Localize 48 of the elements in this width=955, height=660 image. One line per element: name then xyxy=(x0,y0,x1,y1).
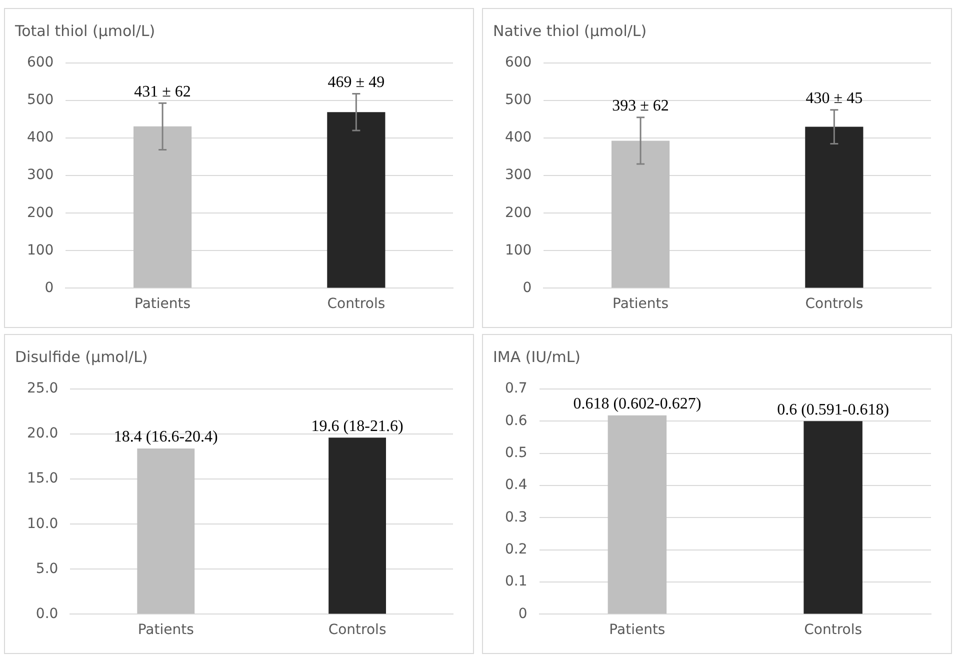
y-tick-label: 25.0 xyxy=(27,380,58,397)
data-label: 19.6 (18-21.6) xyxy=(311,418,404,435)
chart-title: IMA (IU/mL) xyxy=(493,348,581,366)
x-tick-label: Patients xyxy=(138,622,194,638)
data-label: 430 ± 45 xyxy=(806,90,863,108)
y-tick-label: 20.0 xyxy=(27,426,58,442)
y-tick-label: 15.0 xyxy=(27,470,58,487)
y-tick-label: 0.0 xyxy=(36,606,58,622)
y-tick-label: 0.3 xyxy=(505,509,528,526)
y-tick-label: 500 xyxy=(504,92,532,108)
data-label: 0.6 (0.591-0.618) xyxy=(777,401,890,418)
y-tick-label: 0 xyxy=(44,280,54,296)
y-tick-label: 10.0 xyxy=(27,516,58,532)
y-tick-label: 600 xyxy=(26,54,54,71)
x-tick-label: Controls xyxy=(804,622,862,638)
data-label: 0.618 (0.602-0.627) xyxy=(573,396,702,413)
chart-title: Total thiol (µmol/L) xyxy=(14,22,156,40)
y-tick-label: 500 xyxy=(26,92,54,108)
x-tick-label: Controls xyxy=(327,296,386,312)
y-tick-label: 0.4 xyxy=(505,477,528,494)
data-label: 393 ± 62 xyxy=(612,98,669,115)
y-tick-label: 5.0 xyxy=(36,560,58,577)
y-tick-label: 300 xyxy=(504,167,532,184)
data-label: 431 ± 62 xyxy=(134,83,191,100)
y-tick-label: 0.5 xyxy=(505,444,528,461)
x-tick-label: Patients xyxy=(609,622,666,638)
y-tick-label: 0.1 xyxy=(505,574,528,590)
y-tick-label: 0.7 xyxy=(505,380,528,397)
chart-title: Native thiol (µmol/L) xyxy=(493,22,647,40)
y-tick-label: 200 xyxy=(504,204,532,221)
y-tick-label: 300 xyxy=(26,167,54,184)
y-tick-label: 0.6 xyxy=(505,412,528,429)
y-tick-label: 0.2 xyxy=(505,542,528,558)
x-tick-label: Patients xyxy=(612,296,669,312)
x-tick-label: Patients xyxy=(134,296,191,312)
y-tick-label: 400 xyxy=(504,130,532,146)
data-label: 469 ± 49 xyxy=(328,74,385,91)
y-tick-label: 100 xyxy=(504,242,532,258)
y-tick-label: 0 xyxy=(518,606,528,622)
y-tick-label: 400 xyxy=(26,130,54,146)
x-tick-label: Controls xyxy=(328,622,386,638)
y-tick-label: 600 xyxy=(504,54,532,71)
y-tick-label: 200 xyxy=(26,204,54,221)
data-label: 18.4 (16.6-20.4) xyxy=(114,428,218,446)
x-tick-label: Controls xyxy=(805,296,864,312)
y-tick-label: 0 xyxy=(522,280,532,296)
chart-title: Disulfide (µmol/L) xyxy=(15,348,148,366)
y-tick-label: 100 xyxy=(26,242,54,258)
